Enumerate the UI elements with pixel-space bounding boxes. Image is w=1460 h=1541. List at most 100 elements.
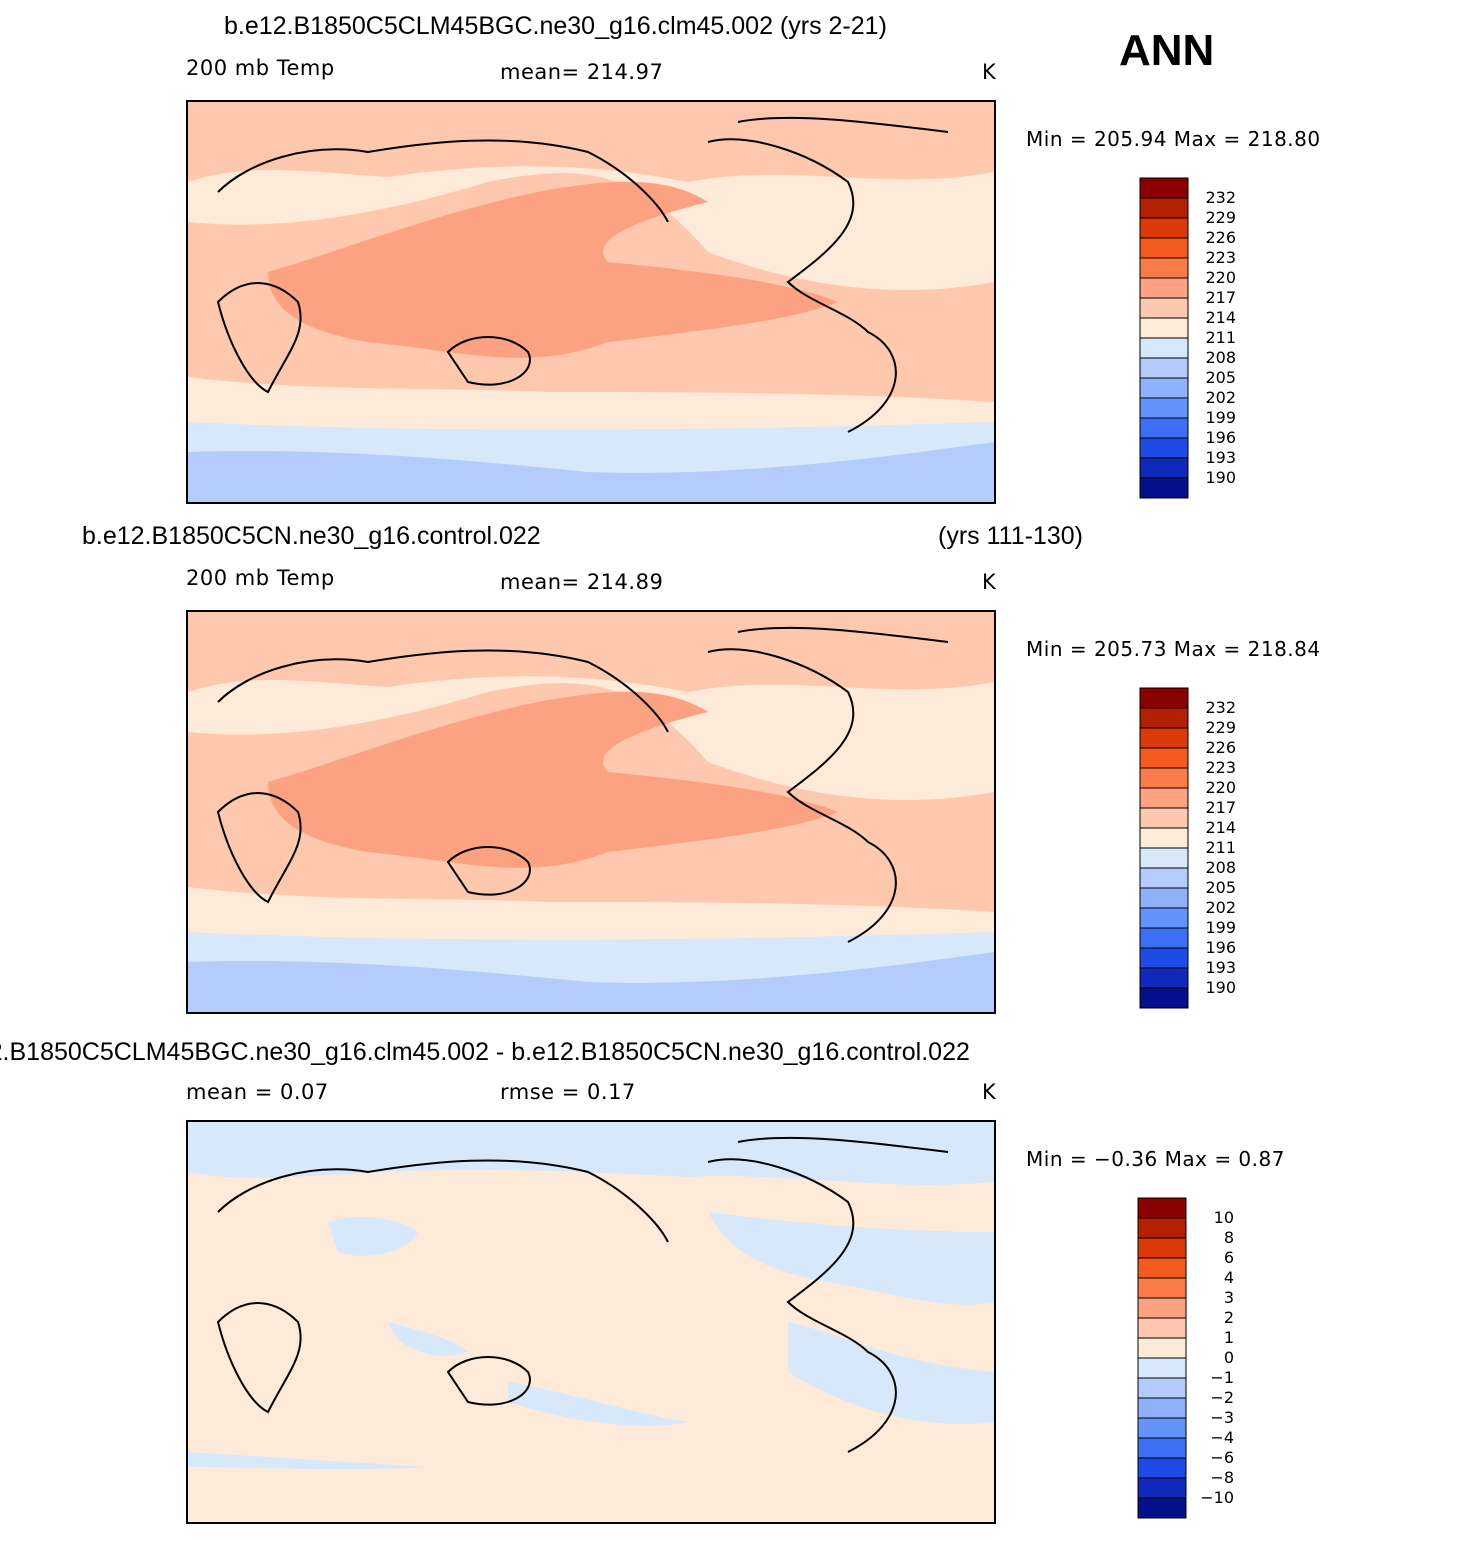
colorbar-tick-label: 193 [1205,448,1236,467]
colorbar-swatch [1137,1217,1187,1239]
season-label: ANN [1119,26,1215,75]
colorbar-swatch [1139,357,1189,379]
panel-1-map [186,100,996,504]
colorbar-tick-label: 214 [1205,818,1236,837]
colorbar-swatch [1137,1197,1187,1219]
panel-2-years: (yrs 111-130) [938,522,1083,550]
colorbar-swatch [1137,1477,1187,1499]
panel-1-mean-label: mean= 214.97 [500,60,664,84]
colorbar-tick-label: 208 [1205,348,1236,367]
panel-2-units-label: K [982,570,997,594]
colorbar-tick-label: 10 [1214,1208,1234,1227]
colorbar-swatch [1137,1297,1187,1319]
colorbar-swatch [1139,907,1189,929]
panel-2-title: b.e12.B1850C5CN.ne30_g16.control.022 [82,522,541,550]
colorbar-tick-label: 223 [1205,248,1236,267]
colorbar-swatch [1139,927,1189,949]
panel-3-map [186,1120,996,1524]
colorbar-swatch [1137,1337,1187,1359]
panel-2-colorbar: 232 229 226 223 220 217 214 211 208 205 202 199 196 1… [1138,687,1258,1009]
colorbar-tick-label: 193 [1205,958,1236,977]
colorbar-swatch [1137,1237,1187,1259]
colorbar-tick-label: 205 [1205,878,1236,897]
panel-3-mean-label: mean = 0.07 [186,1080,329,1104]
colorbar-swatch [1139,887,1189,909]
colorbar-tick-label: 190 [1205,468,1236,487]
coastlines [216,116,949,433]
colorbar-tick-label: 190 [1205,978,1236,997]
colorbar-swatch [1137,1437,1187,1459]
colorbar-tick-label: 226 [1205,738,1236,757]
colorbar-swatch [1139,337,1189,359]
colorbar-swatch [1139,747,1189,769]
colorbar-swatch [1139,277,1189,299]
colorbar-tick-label: 2 [1224,1308,1234,1327]
colorbar-swatch [1139,767,1189,789]
colorbar-tick-label: −3 [1210,1408,1234,1427]
colorbar-tick-label: 205 [1205,368,1236,387]
panel-2-variable-label: 200 mb Temp [186,566,335,590]
colorbar-tick-label: 196 [1205,428,1236,447]
colorbar-swatch [1139,257,1189,279]
colorbar-tick-label: 229 [1205,718,1236,737]
colorbar-swatch [1139,707,1189,729]
colorbar-swatch [1139,437,1189,459]
colorbar-tick-label: 229 [1205,208,1236,227]
colorbar-tick-label: 1 [1224,1328,1234,1347]
zone-220-223 [268,181,838,358]
colorbar-tick-label: 208 [1205,858,1236,877]
colorbar-tick-label: 6 [1224,1248,1234,1267]
colorbar-swatch [1139,947,1189,969]
colorbar-swatch [1139,377,1189,399]
colorbar-tick-label: 232 [1205,188,1236,207]
colorbar-tick-label: −4 [1210,1428,1234,1447]
colorbar-swatch [1139,457,1189,479]
colorbar-tick-label: 217 [1205,288,1236,307]
colorbar-swatch [1139,197,1189,219]
zone-205-208 [188,442,994,502]
colorbar-tick-label: −10 [1200,1488,1234,1507]
colorbar-swatch [1139,987,1189,1009]
colorbar-tick-label: 8 [1224,1228,1234,1247]
panel-1-variable-label: 200 mb Temp [186,56,335,80]
colorbar-tick-label: 226 [1205,228,1236,247]
colorbar-swatch [1139,807,1189,829]
colorbar-swatch [1137,1277,1187,1299]
panel-3-colorbar: 10 8 6 4 3 2 1 0 −1 −2 −3 −4 −6 −8 −10 [1136,1197,1256,1519]
colorbar-swatch [1137,1417,1187,1439]
colorbar-tick-label: 0 [1224,1348,1234,1367]
colorbar-swatch [1139,317,1189,339]
colorbar-tick-label: 217 [1205,798,1236,817]
colorbar-tick-label: 199 [1205,918,1236,937]
colorbar-tick-label: 214 [1205,308,1236,327]
colorbar-tick-label: −6 [1210,1448,1234,1467]
colorbar-swatch [1137,1377,1187,1399]
colorbar-tick-label: 199 [1205,408,1236,427]
panel-2-mean-label: mean= 214.89 [500,570,664,594]
colorbar-tick-label: 220 [1205,268,1236,287]
colorbar-tick-label: 220 [1205,778,1236,797]
panel-1-units-label: K [982,60,997,84]
colorbar-swatch [1137,1357,1187,1379]
panel-2-minmax: Min = 205.73 Max = 218.84 [1026,637,1321,661]
colorbar-swatch [1139,177,1189,199]
colorbar-swatch [1139,967,1189,989]
colorbar-tick-label: −1 [1210,1368,1234,1387]
colorbar-tick-label: −8 [1210,1468,1234,1487]
panel-2-map [186,610,996,1014]
colorbar-swatch [1137,1497,1187,1519]
colorbar-swatch [1139,417,1189,439]
colorbar-tick-label: 211 [1205,328,1236,347]
colorbar-tick-label: 223 [1205,758,1236,777]
colorbar-swatch [1139,787,1189,809]
panel-3-title: b.e12.B1850C5CLM45BGC.ne30_g16.clm45.002… [0,1038,970,1066]
colorbar-swatch [1139,397,1189,419]
colorbar-tick-label: 202 [1205,898,1236,917]
colorbar-swatch [1137,1257,1187,1279]
colorbar-swatch [1139,847,1189,869]
colorbar-swatch [1137,1317,1187,1339]
colorbar-tick-label: −2 [1210,1388,1234,1407]
colorbar-swatch [1139,727,1189,749]
panel-1-colorbar: 232 229 226 223 220 217 214 211 208 205 202 199 196 1… [1138,177,1258,499]
colorbar-swatch [1139,867,1189,889]
